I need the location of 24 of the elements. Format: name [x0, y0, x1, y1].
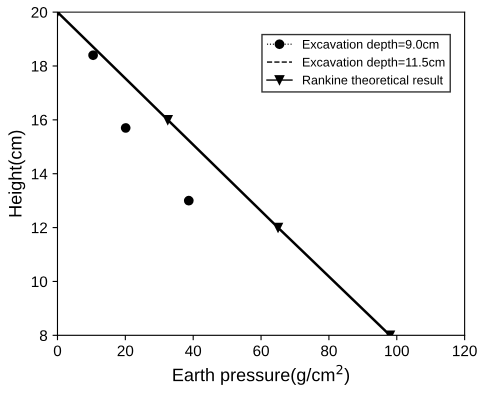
x-tick-label: 20	[118, 345, 134, 356]
x-tick-label: 60	[253, 345, 269, 356]
y-tick-label: 14	[32, 168, 48, 180]
y-tick-label: 8	[40, 330, 48, 342]
x-tick-label: 40	[185, 345, 202, 356]
legend-label: Excavation depth=9.0cm	[303, 40, 438, 52]
legend-label: Rankine theoretical result	[303, 75, 443, 85]
x-tick-label: 80	[321, 345, 337, 356]
point	[184, 196, 194, 206]
x-axis-title: Earth pressure(g/cm$^{2}$)	[173, 364, 350, 385]
y-axis-title: Height(cm)	[8, 130, 26, 216]
point	[88, 50, 98, 60]
point	[120, 123, 131, 133]
legend-label: Excavation depth=11.5cm	[303, 57, 444, 70]
y-tick-label: 12	[32, 222, 47, 234]
x-tick-label: 120	[453, 345, 477, 356]
point	[273, 222, 283, 232]
x-tick-label: 0	[54, 345, 62, 356]
y-tick-label: 16	[32, 114, 48, 126]
x-tick-label: 100	[385, 345, 409, 356]
point	[162, 114, 173, 125]
y-tick-label: 18	[32, 60, 48, 72]
y-tick-label: 10	[32, 276, 48, 288]
y-tick-label: 20	[32, 6, 48, 18]
